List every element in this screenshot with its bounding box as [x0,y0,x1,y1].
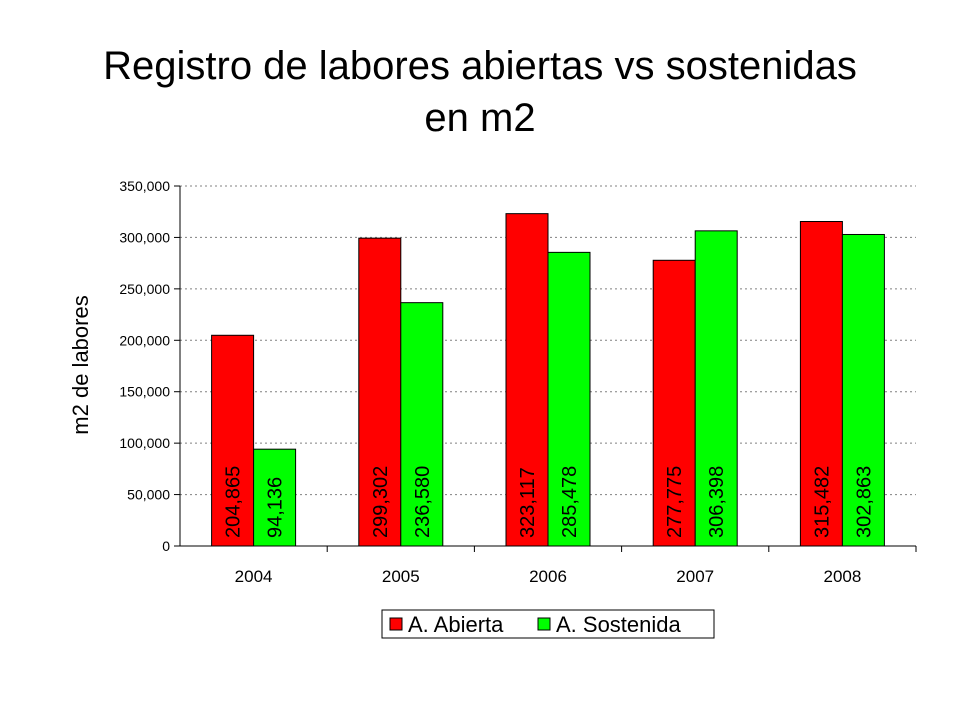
y-tick-label: 100,000 [119,435,170,451]
legend-swatch [537,617,551,631]
x-tick-label: 2004 [235,567,273,586]
data-label: 277,775 [664,466,686,538]
bars [211,213,885,547]
y-axis-title: m2 de labores [68,295,93,434]
bar-sostenida-2005 [400,302,444,547]
data-label: 306,398 [706,466,728,538]
x-tick-label: 2005 [382,567,420,586]
axes: 0 50,000 100,000 150,000 200,000 250,000 300,0… [119,178,917,586]
y-tick-label: 350,000 [119,178,170,194]
bar-abierta-2006 [505,213,549,547]
y-tick-label: 250,000 [119,281,170,297]
legend-label: A. Sostenida [556,612,682,637]
bar-sostenida-2007 [694,230,738,547]
slide-title: Registro de labores abiertas vs sostenid… [60,40,900,144]
data-label: 94,136 [265,477,287,538]
y-tick-label: 150,000 [119,384,170,400]
slide-title-line2: en m2 [424,96,536,140]
data-labels: 204,865 94,136 299,302 236,580 323,117 285,47… [223,466,876,538]
x-tick-label: 2007 [676,567,714,586]
bar-sostenida-2006 [547,251,591,547]
data-label: 315,482 [811,466,833,538]
data-label: 285,478 [559,466,581,538]
slide-title-line1: Registro de labores abiertas vs sostenid… [103,44,857,88]
y-tick-label: 0 [162,538,170,554]
data-label: 302,863 [853,466,875,538]
x-tick-label: 2008 [823,567,861,586]
x-tick-label: 2006 [529,567,567,586]
data-label: 299,302 [370,466,392,538]
data-label: 323,117 [517,467,539,538]
bar-abierta-2007 [652,259,696,547]
legend: A. Abierta A. Sostenida [381,609,715,639]
y-tick-label: 300,000 [119,229,170,245]
y-tick-label: 200,000 [119,332,170,348]
legend-swatch [389,617,403,631]
data-label: 236,580 [412,466,434,538]
bar-sostenida-2008 [841,233,885,547]
bar-sostenida-2004 [253,448,297,547]
legend-label: A. Abierta [408,612,504,637]
data-label: 204,865 [223,466,245,538]
y-tick-label: 50,000 [127,487,170,503]
